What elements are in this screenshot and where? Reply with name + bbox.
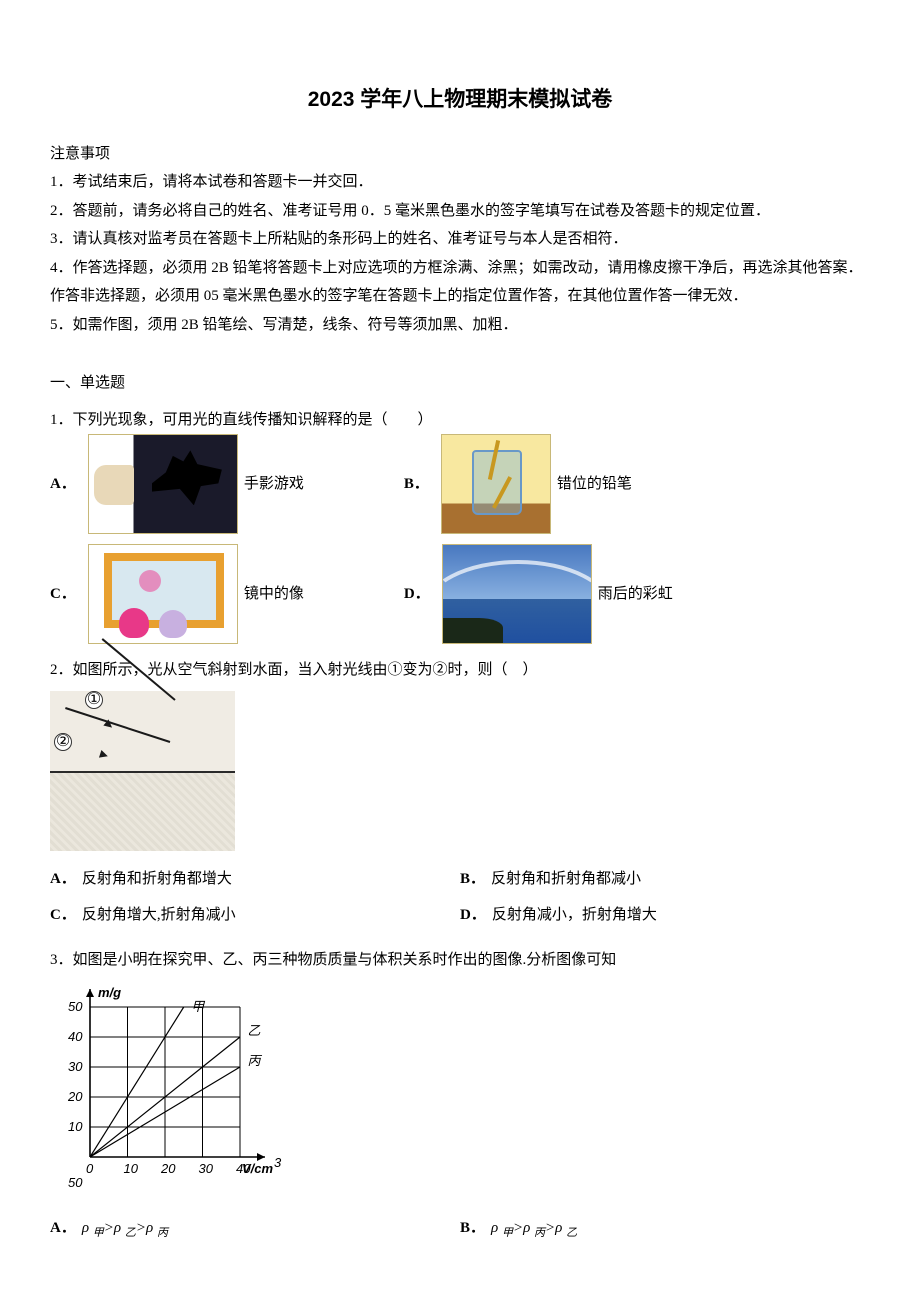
q1-optA-text: 手影游戏 <box>244 470 304 499</box>
q1-optB-label: B． <box>404 470 429 499</box>
q3-optA-text: ρ 甲>ρ 乙>ρ 丙 <box>82 1220 168 1236</box>
q3-options: A． ρ 甲>ρ 乙>ρ 丙 B． ρ 甲>ρ 丙>ρ 乙 <box>50 1210 870 1248</box>
ray-2-label: ② <box>54 733 72 751</box>
q2-optB-label: B． <box>460 871 485 887</box>
q2-optC-text: 反射角增大,折射角减小 <box>82 907 236 923</box>
q2-optC-label: C． <box>50 907 76 923</box>
q2-optD-label: D． <box>460 907 486 923</box>
shadow-dog-icon <box>152 450 222 505</box>
section-1-header: 一、单选题 <box>50 369 870 398</box>
q1-image-d <box>442 544 592 644</box>
svg-text:3: 3 <box>274 1155 282 1170</box>
q2-optA-text: 反射角和折射角都增大 <box>82 871 232 887</box>
q1-optC-text: 镜中的像 <box>244 580 304 609</box>
svg-text:40: 40 <box>68 1029 83 1044</box>
q3-chart: m/gV/cm3010203040102030405050甲乙丙 <box>50 982 290 1202</box>
q3-optB-text: ρ 甲>ρ 丙>ρ 乙 <box>491 1220 577 1236</box>
question-1: 1．下列光现象，可用光的直线传播知识解释的是（ ） A． 手影游戏 B． 错位的… <box>50 406 870 645</box>
svg-text:50: 50 <box>68 1175 83 1190</box>
q2-stem: 2．如图所示，光从空气斜射到水面，当入射光线由①变为②时，则（ ） <box>50 656 870 685</box>
q1-image-b <box>441 434 551 534</box>
svg-text:乙: 乙 <box>248 1023 261 1038</box>
svg-text:10: 10 <box>124 1161 139 1176</box>
q1-optC-label: C． <box>50 580 76 609</box>
ray-2-icon <box>65 707 170 743</box>
q1-optB-text: 错位的铅笔 <box>557 470 632 499</box>
arrow-2-icon <box>99 750 109 760</box>
question-2: 2．如图所示，光从空气斜射到水面，当入射光线由①变为②时，则（ ） ① ② A．… <box>50 656 870 934</box>
notice-2: 2．答题前，请务必将自己的姓名、准考证号用 0．5 毫米黑色墨水的签字笔填写在试… <box>50 197 870 226</box>
ray-1-label: ① <box>85 691 103 709</box>
svg-text:40: 40 <box>236 1161 251 1176</box>
svg-text:30: 30 <box>68 1059 83 1074</box>
notice-3: 3．请认真核对监考员在答题卡上所粘贴的条形码上的姓名、准考证号与本人是否相符． <box>50 225 870 254</box>
question-3: 3．如图是小明在探究甲、乙、丙三种物质质量与体积关系时作出的图像.分析图像可知 … <box>50 946 870 1248</box>
svg-text:甲: 甲 <box>191 999 205 1014</box>
svg-text:丙: 丙 <box>248 1053 263 1068</box>
water-region-icon <box>50 773 235 851</box>
q2-optA-label: A． <box>50 871 76 887</box>
svg-text:20: 20 <box>160 1161 176 1176</box>
toy1-icon <box>119 608 149 638</box>
toy2-icon <box>159 610 187 638</box>
q2-option-b: B． 反射角和折射角都减小 <box>460 861 870 898</box>
q2-options: A．反射角和折射角都增大 B．反射角和折射角都减小 C．反射角增大,折射角减小 … <box>50 861 870 934</box>
q1-image-c <box>88 544 238 644</box>
q1-option-d: D． 雨后的彩虹 <box>404 544 673 644</box>
q1-optD-label: D． <box>404 580 430 609</box>
q3-stem: 3．如图是小明在探究甲、乙、丙三种物质质量与体积关系时作出的图像.分析图像可知 <box>50 946 870 975</box>
hand-icon <box>94 465 134 505</box>
q2-diagram: ① ② <box>50 691 235 851</box>
svg-text:20: 20 <box>67 1089 83 1104</box>
q2-optD-text: 反射角减小，折射角增大 <box>492 907 657 923</box>
q1-option-b: B． 错位的铅笔 <box>404 434 632 534</box>
svg-text:0: 0 <box>86 1161 94 1176</box>
q2-optB-text: 反射角和折射角都减小 <box>491 871 641 887</box>
q3-optB-label: B． <box>460 1220 485 1236</box>
q3-option-b: B． ρ 甲>ρ 丙>ρ 乙 <box>460 1210 870 1248</box>
q1-stem: 1．下列光现象，可用光的直线传播知识解释的是（ ） <box>50 406 870 435</box>
notice-1: 1．考试结束后，请将本试卷和答题卡一并交回． <box>50 168 870 197</box>
page-title: 2023 学年八上物理期末模拟试卷 <box>50 80 870 120</box>
land-icon <box>443 618 503 643</box>
svg-text:10: 10 <box>68 1119 83 1134</box>
q1-optD-text: 雨后的彩虹 <box>598 580 673 609</box>
q3-option-a: A． ρ 甲>ρ 乙>ρ 丙 <box>50 1210 460 1248</box>
notice-4: 4．作答选择题，必须用 2B 铅笔将答题卡上对应选项的方框涂满、涂黑；如需改动，… <box>50 254 870 311</box>
svg-text:50: 50 <box>68 999 83 1014</box>
q1-option-c: C． 镜中的像 <box>50 544 304 644</box>
q1-image-a <box>88 434 238 534</box>
notice-5: 5．如需作图，须用 2B 铅笔绘、写清楚，线条、符号等须加黑、加粗． <box>50 311 870 340</box>
notice-header: 注意事项 <box>50 140 870 169</box>
q1-option-a: A． 手影游戏 <box>50 434 304 534</box>
q3-optA-label: A． <box>50 1220 76 1236</box>
q2-option-c: C． 反射角增大,折射角减小 <box>50 897 460 934</box>
svg-text:m/g: m/g <box>98 985 121 1000</box>
q1-optA-label: A． <box>50 470 76 499</box>
svg-text:30: 30 <box>199 1161 214 1176</box>
q2-option-d: D． 反射角减小，折射角增大 <box>460 897 870 934</box>
q2-option-a: A． 反射角和折射角都增大 <box>50 861 460 898</box>
